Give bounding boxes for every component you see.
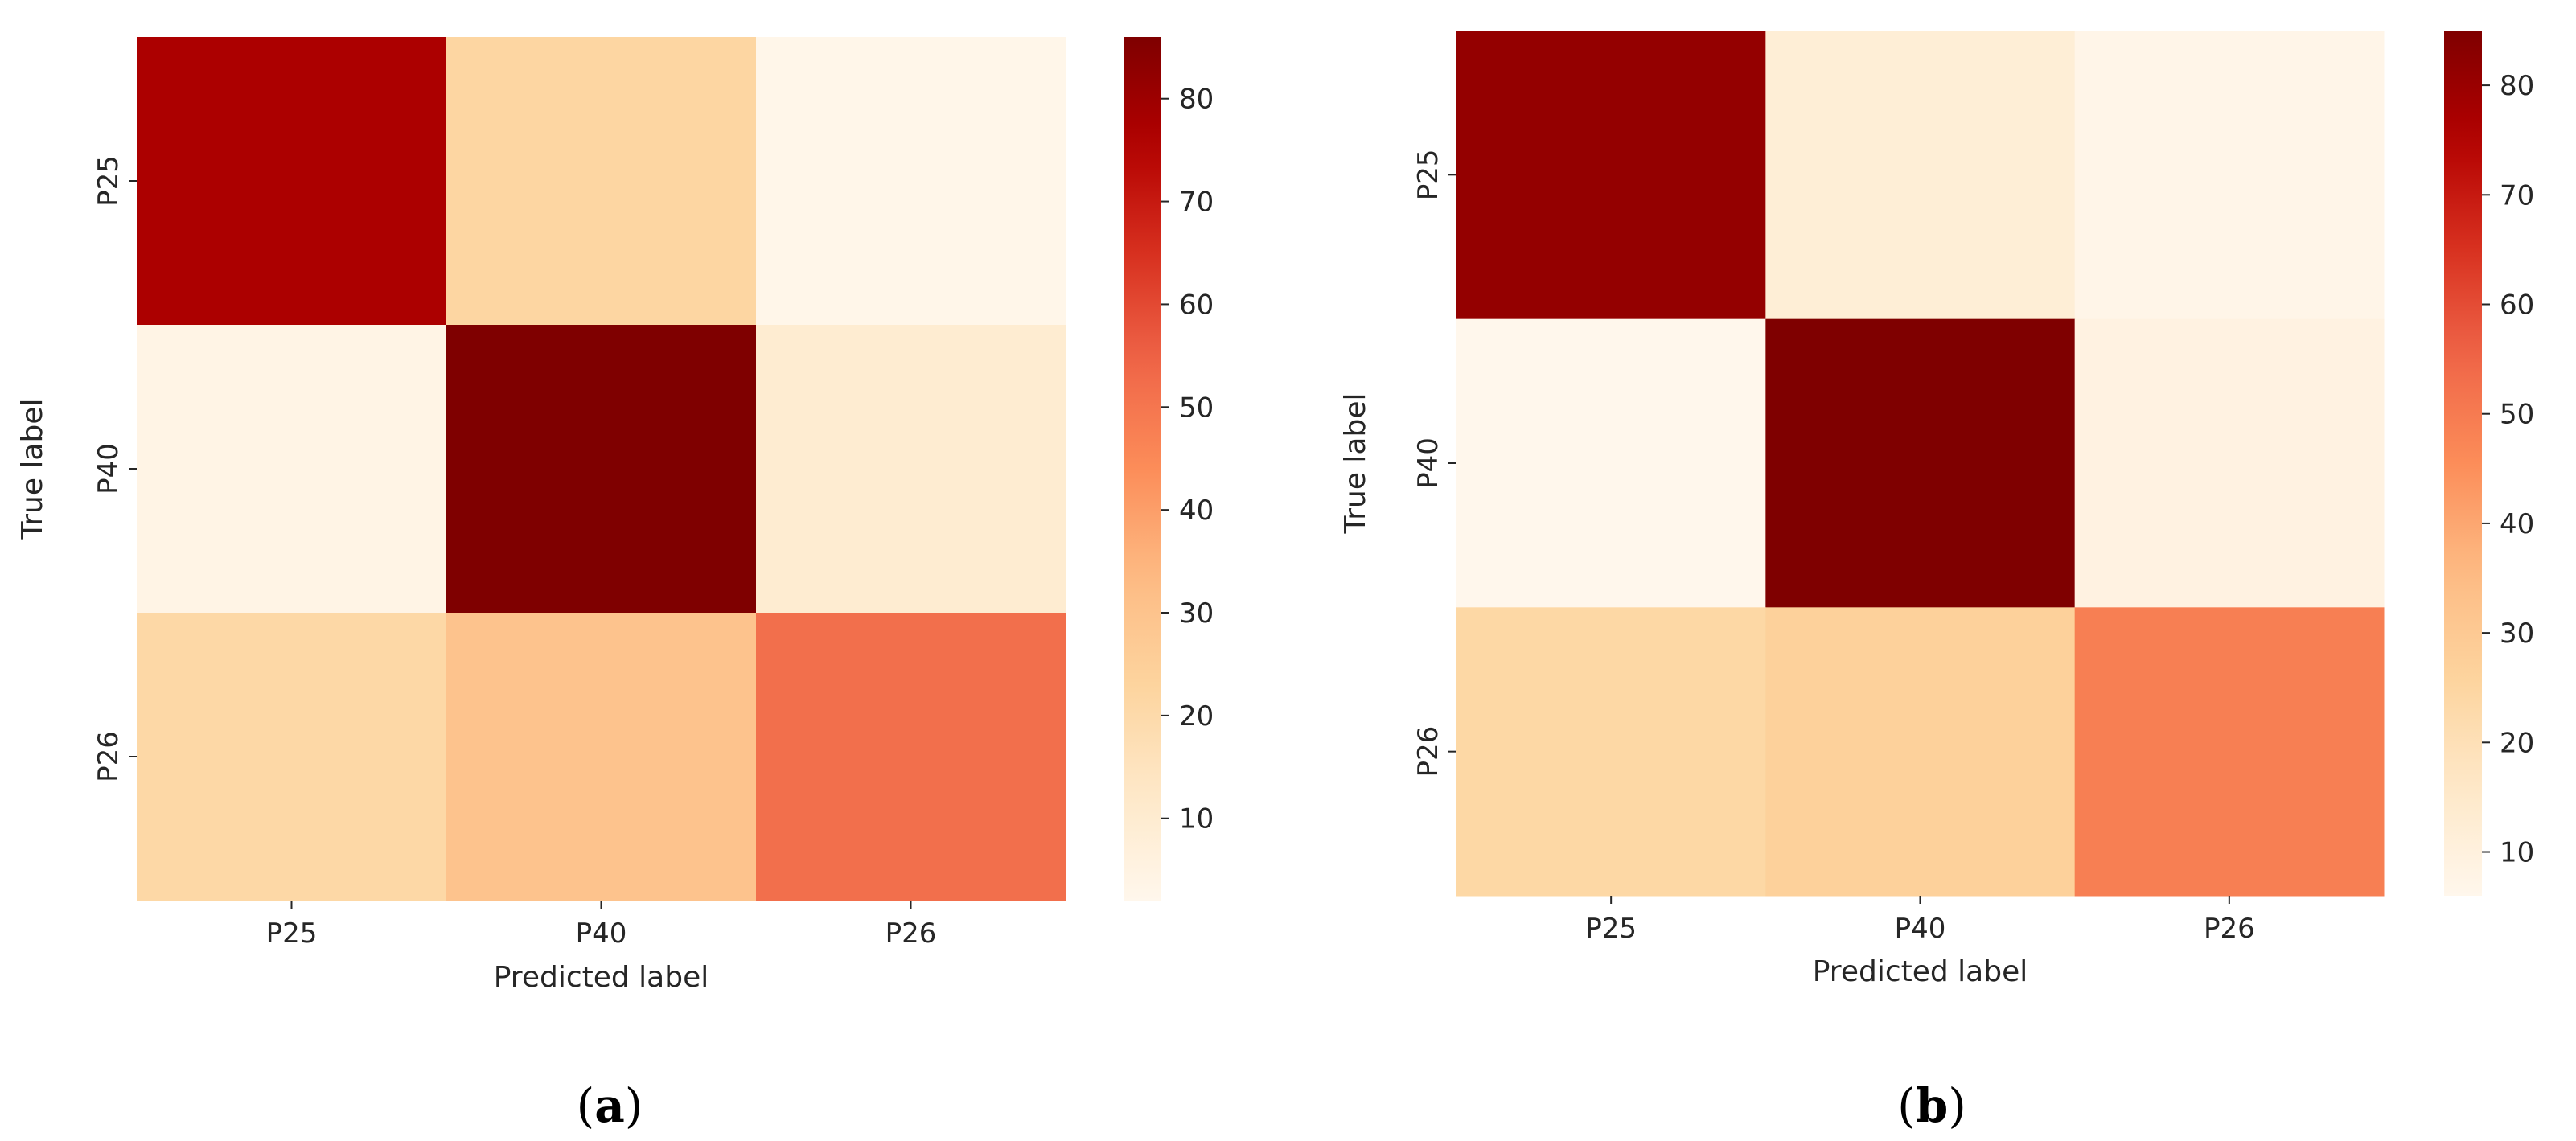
heatmap-cell-r1-c0 <box>137 325 447 614</box>
colorbar-tick-label: 50 <box>2500 399 2534 431</box>
y-axis-label: True label <box>1339 393 1372 535</box>
x-tick-label: P25 <box>1585 913 1637 945</box>
x-tick-label: P26 <box>2204 913 2255 945</box>
colorbar-tick-label: 10 <box>1179 803 1214 835</box>
y-tick-label: P26 <box>1412 726 1444 778</box>
y-tick-label: P40 <box>92 443 125 495</box>
colorbar-tick-label: 30 <box>1179 597 1214 630</box>
heatmap-cell-r2-c0 <box>137 613 447 901</box>
y-tick-label: P40 <box>1412 437 1444 489</box>
colorbar-tick-label: 20 <box>1179 700 1214 733</box>
colorbar-tick-label: 40 <box>1179 495 1214 527</box>
colorbar-tick-label: 70 <box>1179 187 1214 219</box>
panel-label-b: (b) <box>1897 1078 1966 1133</box>
colorbar-tick-label: 30 <box>2500 618 2534 650</box>
heatmap-cell-r0-c1 <box>446 37 757 326</box>
colorbar-tick-label: 60 <box>1179 289 1214 321</box>
heatmap-cell-r0-c2 <box>756 37 1066 326</box>
heatmap-cell-r0-c0 <box>137 37 447 326</box>
x-tick-label: P25 <box>266 917 318 950</box>
colorbar-tick-label: 20 <box>2500 727 2534 759</box>
colorbar-tick-label: 70 <box>2500 179 2534 211</box>
heatmap-cell-r0-c0 <box>1456 31 1766 320</box>
heatmap-cell-r2-c1 <box>446 613 757 901</box>
heatmap-panel-a: P25 P40 P26 P25 P40 P26 Predicted label True la… <box>16 37 1214 994</box>
x-tick-label: P26 <box>885 917 937 950</box>
colorbar <box>2444 31 2482 896</box>
heatmap-cell-r0-c1 <box>1765 31 2076 320</box>
x-tick-label: P40 <box>576 917 627 950</box>
y-tick-label: P25 <box>92 155 125 207</box>
colorbar-tick-label: 10 <box>2500 837 2534 869</box>
heatmap-cell-r1-c1 <box>1765 318 2076 608</box>
y-axis-label: True label <box>16 399 49 540</box>
heatmap-cell-r2-c2 <box>2074 607 2385 897</box>
x-axis-label: Predicted label <box>1813 955 2028 988</box>
colorbar-tick-label: 50 <box>1179 392 1214 424</box>
heatmap-cell-r1-c0 <box>1456 318 1766 608</box>
heatmap-cell-r2-c1 <box>1765 607 2076 897</box>
colorbar-tick-label: 80 <box>2500 70 2534 102</box>
colorbar-tick-label: 60 <box>2500 289 2534 322</box>
heatmap-cell-r2-c0 <box>1456 607 1766 897</box>
heatmap-cell-r1-c1 <box>446 325 757 614</box>
panel-label-a: (a) <box>577 1078 643 1133</box>
y-tick-label: P26 <box>92 731 125 782</box>
heatmap-panel-b: P25 P40 P26 P25 P40 P26 Predicted label True la… <box>1339 31 2534 988</box>
x-tick-label: P40 <box>1895 913 1946 945</box>
colorbar-tick-label: 80 <box>1179 84 1214 116</box>
heatmap-cell-r1-c2 <box>2074 318 2385 608</box>
x-axis-label: Predicted label <box>494 961 709 994</box>
colorbar-tick-label: 40 <box>2500 508 2534 540</box>
heatmap-cell-r1-c2 <box>756 325 1066 614</box>
colorbar <box>1124 37 1161 901</box>
y-tick-label: P25 <box>1412 149 1444 200</box>
heatmap-cell-r2-c2 <box>756 613 1066 901</box>
heatmap-cell-r0-c2 <box>2074 31 2385 320</box>
